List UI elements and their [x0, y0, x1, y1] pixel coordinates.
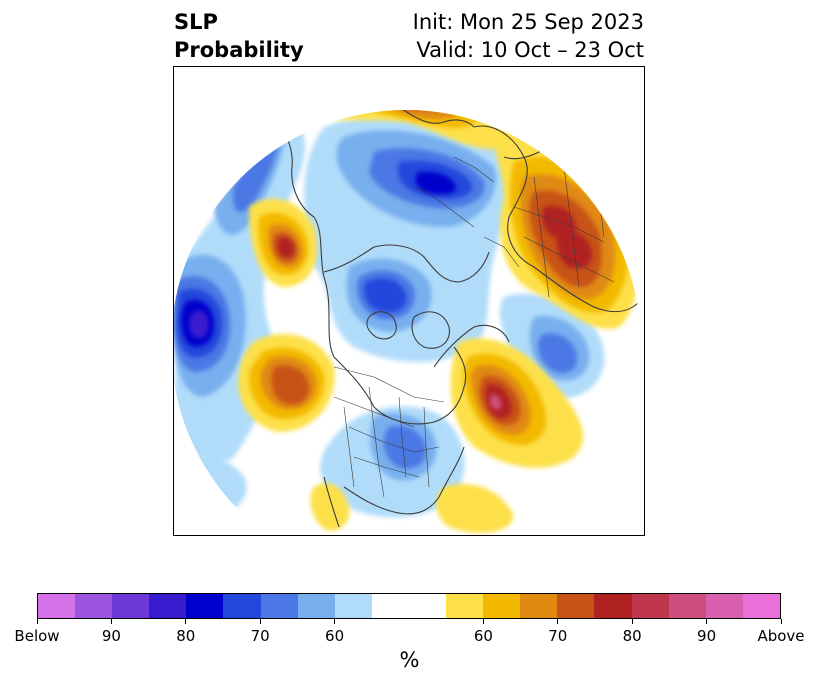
colorbar-segment: [408, 594, 447, 618]
colorbar-segment: [668, 594, 706, 618]
colorbar-tick-mark: [334, 619, 336, 624]
colorbar-tick-label: Below: [14, 627, 60, 645]
colorbar-segment: [705, 594, 743, 618]
colorbar-tick-label: 70: [548, 627, 568, 645]
colorbar-segment: [112, 594, 150, 618]
colorbar-segment: [38, 594, 76, 618]
colorbar-segment: [297, 594, 335, 618]
colorbar-tick-mark: [110, 619, 112, 624]
probability-map: [173, 66, 645, 536]
country-borders: [333, 156, 615, 498]
map-canvas: [174, 110, 641, 535]
colorbar-segment: [483, 594, 521, 618]
chart-title: SLP Probability: [174, 8, 304, 64]
title-line-2: Probability: [174, 38, 304, 62]
colorbar-tick-mark: [631, 619, 633, 624]
colorbar-segment: [371, 594, 409, 618]
colorbar: [37, 593, 781, 619]
colorbar-tick-mark: [185, 619, 187, 624]
valid-range-label: Valid: 10 Oct – 23 Oct: [416, 38, 644, 62]
init-date-label: Init: Mon 25 Sep 2023: [412, 10, 644, 34]
colorbar-segment: [260, 594, 298, 618]
colorbar-tick-label: 70: [250, 627, 270, 645]
colorbar-segment: [520, 594, 558, 618]
colorbar-unit-label: %: [399, 648, 420, 672]
colorbar-segment: [742, 594, 780, 618]
colorbar-segment: [334, 594, 372, 618]
colorbar-tick-mark: [780, 619, 782, 624]
colorbar-segment: [446, 594, 484, 618]
colorbar-tick-mark: [557, 619, 559, 624]
colorbar-segment: [557, 594, 595, 618]
title-line-1: SLP: [174, 10, 218, 34]
colorbar-tick-label: 80: [622, 627, 642, 645]
colorbar-tick-mark: [259, 619, 261, 624]
colorbar-tick-label: 60: [325, 627, 345, 645]
colorbar-tick-label: Above: [757, 627, 805, 645]
colorbar-tick-mark: [706, 619, 708, 624]
colorbar-tick-label: 60: [473, 627, 493, 645]
colorbar-segment: [149, 594, 187, 618]
colorbar-segment: [223, 594, 261, 618]
colorbar-tick-label: 90: [697, 627, 717, 645]
colorbar-segment: [75, 594, 113, 618]
colorbar-tick-mark: [36, 619, 38, 624]
date-info: Init: Mon 25 Sep 2023 Valid: 10 Oct – 23…: [413, 8, 644, 64]
colorbar-segment: [186, 594, 224, 618]
colorbar-segment: [631, 594, 669, 618]
colorbar-tick-mark: [482, 619, 484, 624]
colorbar-tick-label: 90: [101, 627, 121, 645]
colorbar-segment: [594, 594, 632, 618]
colorbar-tick-label: 80: [176, 627, 196, 645]
